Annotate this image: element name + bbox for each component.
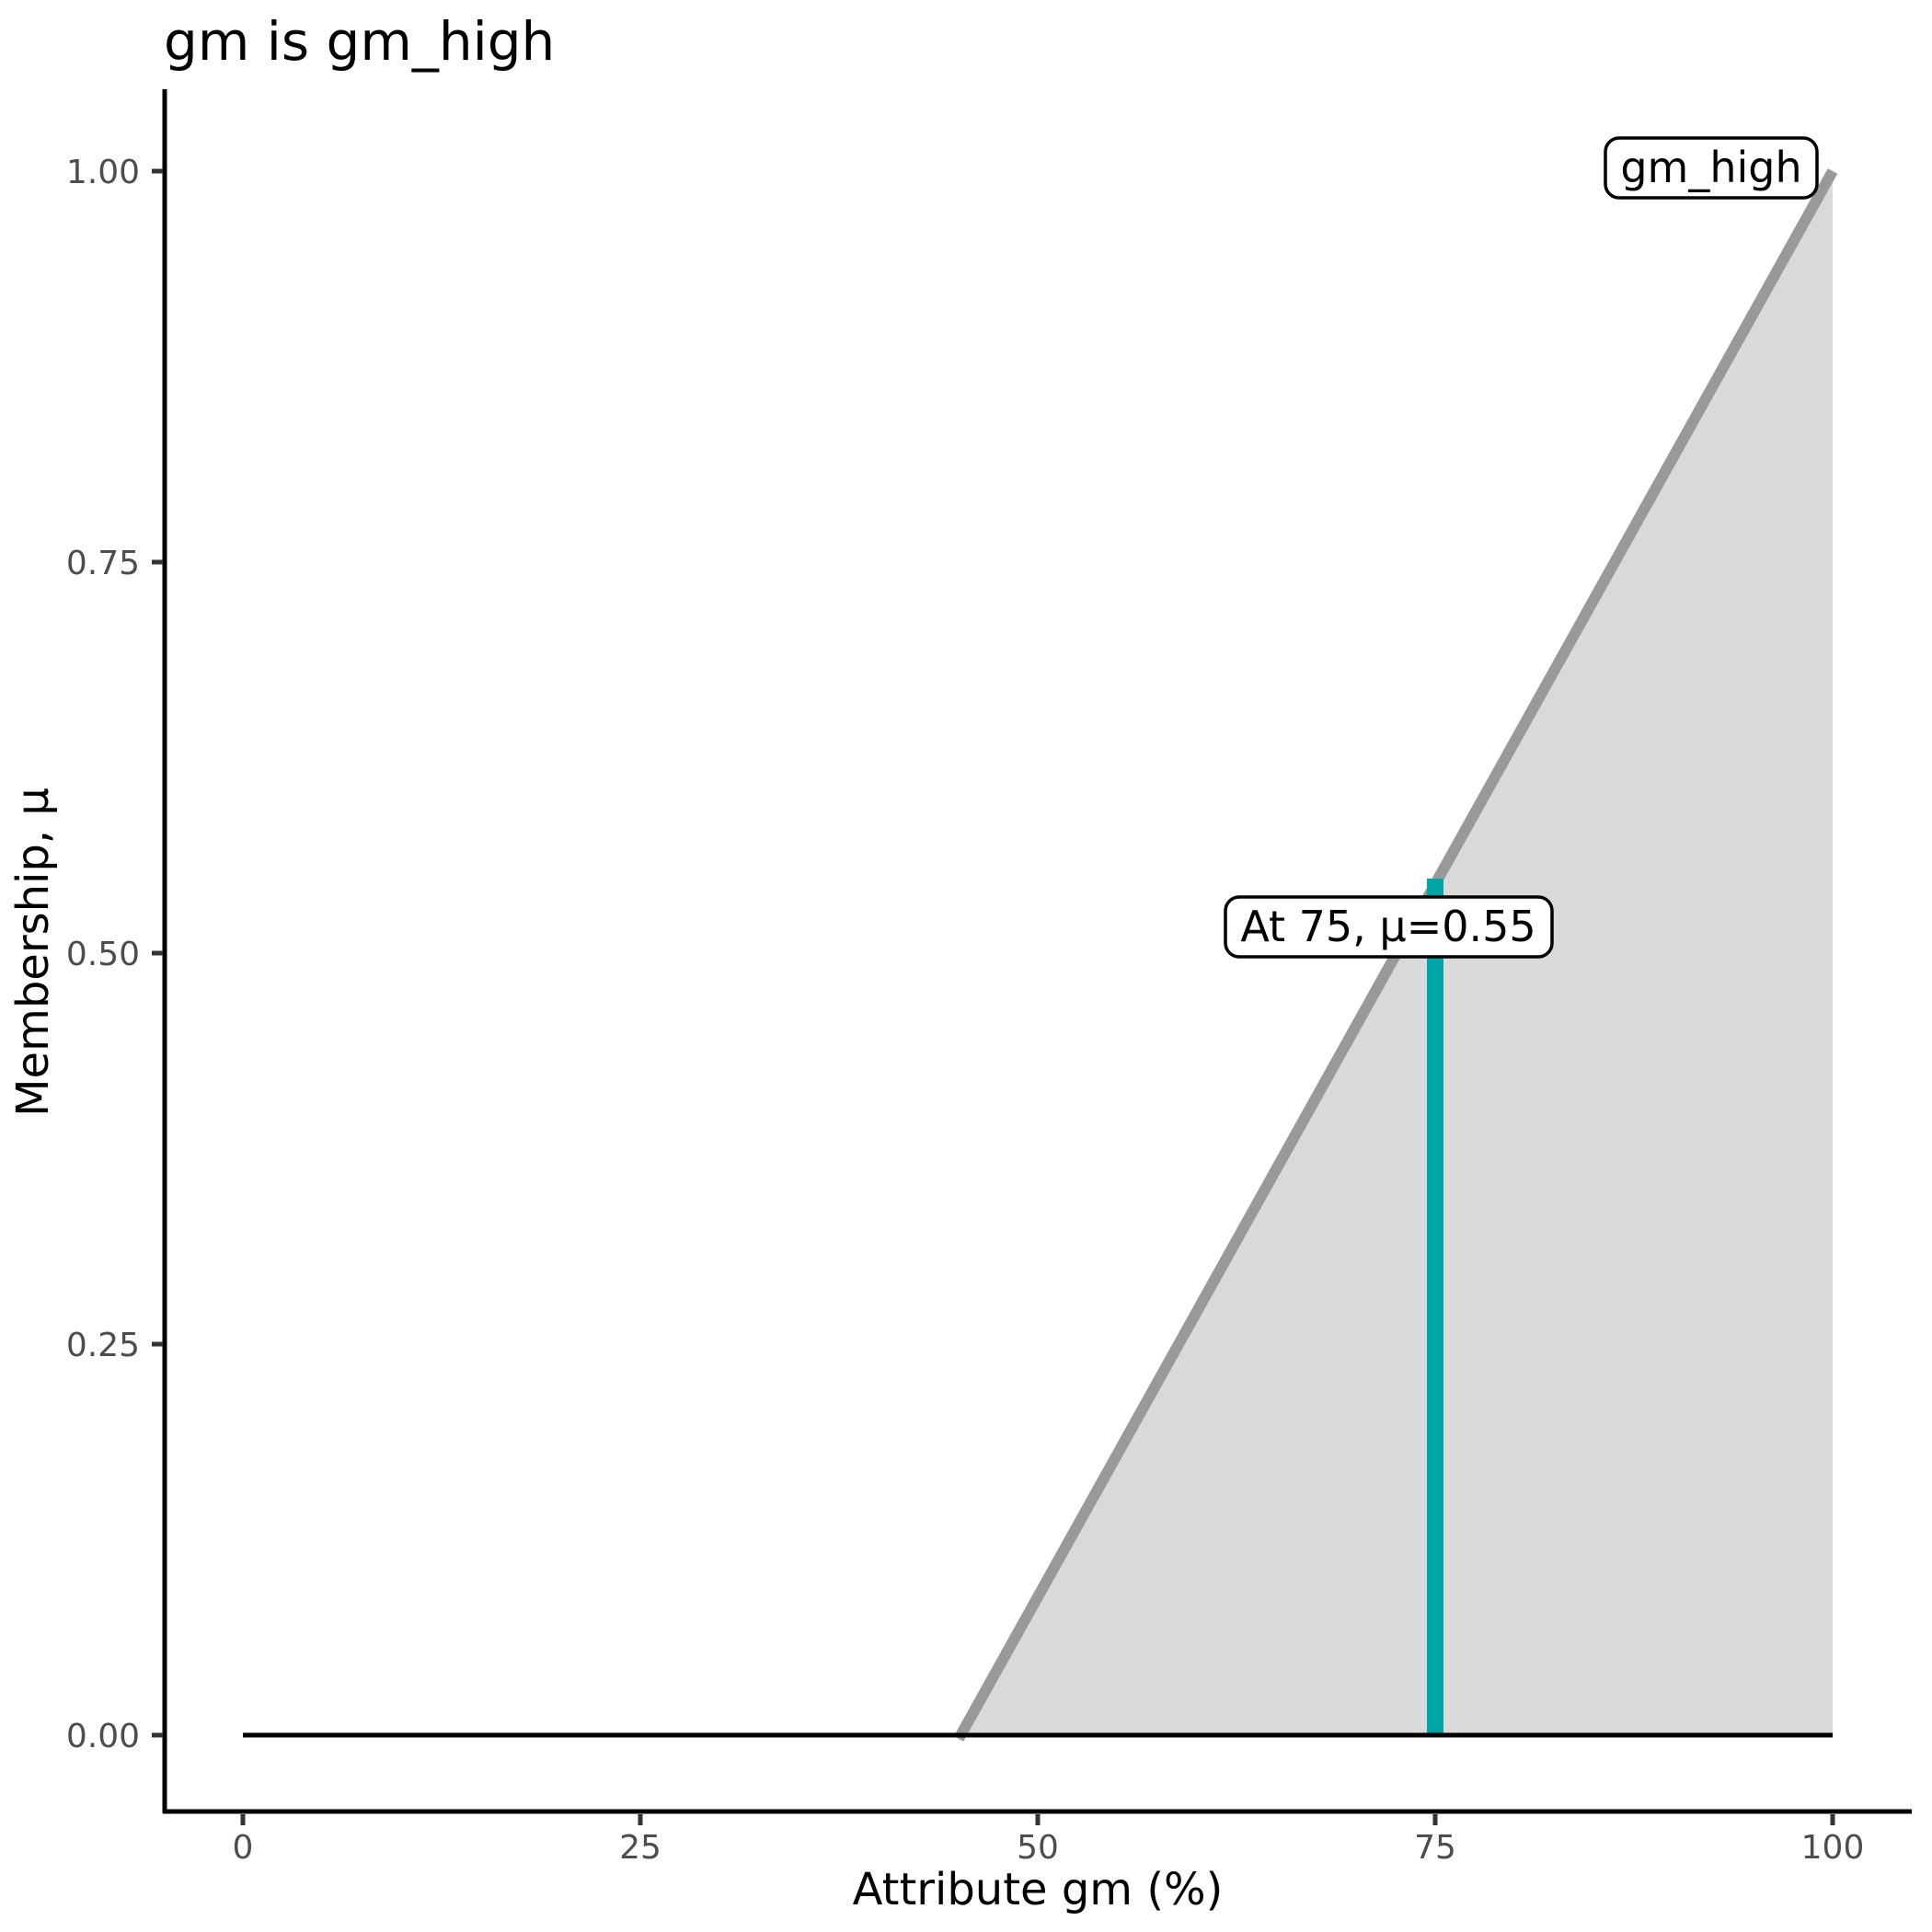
y-axis-ticks bbox=[152, 168, 163, 1738]
y-tick-label-0.50: 0.50 bbox=[66, 936, 140, 973]
chart-title: gm is gm_high bbox=[164, 10, 555, 73]
x-axis-ticks bbox=[240, 1814, 1835, 1825]
x-tick-label-75: 75 bbox=[1414, 1829, 1456, 1867]
y-tick-label-0.25: 0.25 bbox=[66, 1327, 140, 1364]
set-label-text: gm_high bbox=[1620, 143, 1801, 192]
y-tick-label-1.00: 1.00 bbox=[66, 154, 140, 191]
crisp-input-line bbox=[1427, 879, 1443, 1735]
x-tick-label-25: 25 bbox=[619, 1829, 661, 1867]
set-label-box bbox=[1604, 136, 1819, 200]
x-tick-label-50: 50 bbox=[1017, 1829, 1059, 1867]
y-axis-title: Membership, μ bbox=[7, 788, 59, 1117]
set-label-annotation: gm_high bbox=[1604, 136, 1819, 200]
point-label-text: At 75, μ=0.55 bbox=[1240, 902, 1535, 951]
x-tick-label-100: 100 bbox=[1801, 1829, 1865, 1867]
x-tick-label-0: 0 bbox=[233, 1829, 254, 1867]
y-tick-label-0.00: 0.00 bbox=[66, 1718, 140, 1755]
x-axis-tick-labels: 0 25 50 75 100 bbox=[233, 1829, 1865, 1867]
point-label-annotation: At 75, μ=0.55 bbox=[1224, 895, 1554, 959]
point-label-box bbox=[1224, 895, 1554, 959]
y-tick-label-0.75: 0.75 bbox=[66, 545, 140, 582]
x-axis-title: Attribute gm (%) bbox=[853, 1864, 1224, 1915]
y-axis-tick-labels: 0.00 0.25 0.50 0.75 1.00 bbox=[66, 154, 140, 1755]
